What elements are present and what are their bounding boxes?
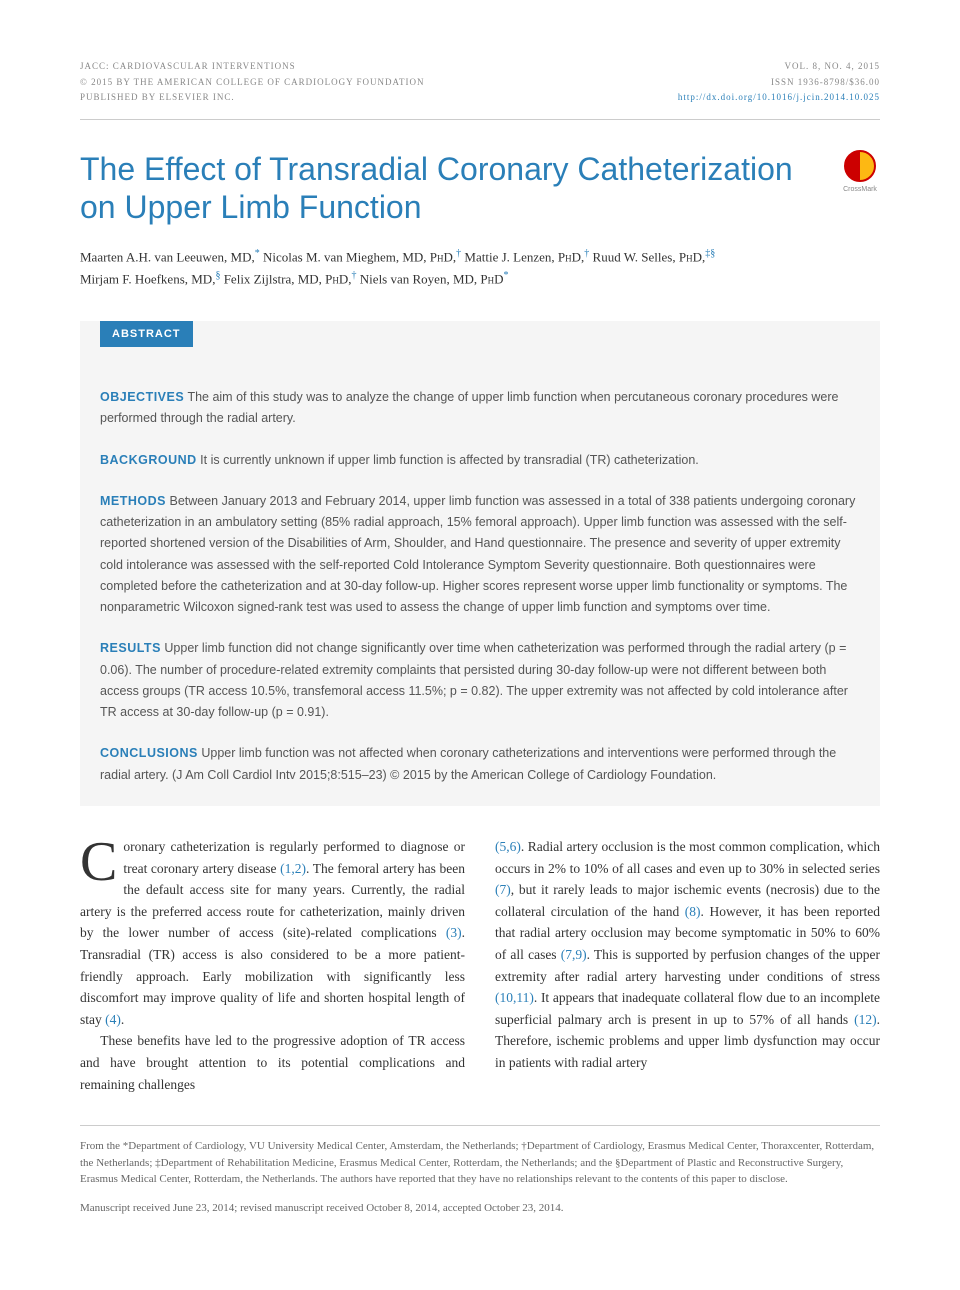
page-header: JACC: CARDIOVASCULAR INTERVENTIONS © 201…	[80, 60, 880, 120]
abstract-background-text: It is currently unknown if upper limb fu…	[200, 453, 699, 467]
abstract-objectives: OBJECTIVES The aim of this study was to …	[100, 387, 860, 430]
ref-3[interactable]: (3)	[446, 925, 462, 940]
abstract-results-heading: RESULTS	[100, 641, 161, 655]
body-para-2: These benefits have led to the progressi…	[80, 1030, 465, 1095]
body-text: Coronary catheterization is regularly pe…	[80, 836, 880, 1095]
crossmark-icon	[844, 150, 876, 182]
ref-8[interactable]: (8)	[685, 904, 701, 919]
abstract-box: ABSTRACT OBJECTIVES The aim of this stud…	[80, 321, 880, 806]
authors-block: Maarten A.H. van Leeuwen, MD,* Nicolas M…	[80, 246, 880, 290]
doi-link[interactable]: http://dx.doi.org/10.1016/j.jcin.2014.10…	[678, 91, 880, 105]
header-right: VOL. 8, NO. 4, 2015 ISSN 1936-8798/$36.0…	[678, 60, 880, 107]
manuscript-dates: Manuscript received June 23, 2014; revis…	[80, 1200, 880, 1217]
abstract-label: ABSTRACT	[100, 321, 193, 348]
footer-divider	[80, 1125, 880, 1126]
dropcap: C	[80, 836, 123, 884]
abstract-methods: METHODS Between January 2013 and Februar…	[100, 491, 860, 619]
article-title: The Effect of Transradial Coronary Cathe…	[80, 150, 820, 227]
issn-price: ISSN 1936-8798/$36.00	[678, 76, 880, 90]
crossmark-label: CrossMark	[843, 185, 877, 196]
abstract-methods-text: Between January 2013 and February 2014, …	[100, 494, 855, 614]
abstract-conclusions-text: Upper limb function was not affected whe…	[100, 746, 836, 781]
abstract-objectives-heading: OBJECTIVES	[100, 390, 184, 404]
authors-line-1: Maarten A.H. van Leeuwen, MD,* Nicolas M…	[80, 246, 880, 268]
body-para-1: Coronary catheterization is regularly pe…	[80, 836, 465, 1030]
ref-10-11[interactable]: (10,11)	[495, 990, 534, 1005]
copyright-line: © 2015 BY THE AMERICAN COLLEGE OF CARDIO…	[80, 76, 425, 90]
title-row: The Effect of Transradial Coronary Cathe…	[80, 150, 880, 227]
header-left: JACC: CARDIOVASCULAR INTERVENTIONS © 201…	[80, 60, 425, 107]
affiliations: From the *Department of Cardiology, VU U…	[80, 1138, 880, 1188]
column-1: Coronary catheterization is regularly pe…	[80, 836, 465, 1095]
ref-12[interactable]: (12)	[854, 1012, 877, 1027]
ref-7[interactable]: (7)	[495, 882, 511, 897]
abstract-conclusions-heading: CONCLUSIONS	[100, 746, 198, 760]
publisher-line: PUBLISHED BY ELSEVIER INC.	[80, 91, 425, 105]
column-2: (5,6). Radial artery occlusion is the mo…	[495, 836, 880, 1095]
volume-issue: VOL. 8, NO. 4, 2015	[678, 60, 880, 74]
ref-7-9[interactable]: (7,9)	[561, 947, 587, 962]
abstract-objectives-text: The aim of this study was to analyze the…	[100, 390, 839, 425]
crossmark-badge[interactable]: CrossMark	[840, 150, 880, 200]
abstract-methods-heading: METHODS	[100, 494, 166, 508]
ref-1-2[interactable]: (1,2)	[280, 861, 306, 876]
abstract-conclusions: CONCLUSIONS Upper limb function was not …	[100, 743, 860, 786]
authors-line-2: Mirjam F. Hoefkens, MD,§ Felix Zijlstra,…	[80, 268, 880, 290]
body-para-3: (5,6). Radial artery occlusion is the mo…	[495, 836, 880, 1074]
abstract-results: RESULTS Upper limb function did not chan…	[100, 638, 860, 723]
journal-name: JACC: CARDIOVASCULAR INTERVENTIONS	[80, 60, 425, 74]
abstract-background-heading: BACKGROUND	[100, 453, 197, 467]
abstract-results-text: Upper limb function did not change signi…	[100, 641, 848, 719]
abstract-background: BACKGROUND It is currently unknown if up…	[100, 450, 860, 471]
ref-5-6[interactable]: (5,6)	[495, 839, 521, 854]
ref-4[interactable]: (4)	[105, 1012, 121, 1027]
